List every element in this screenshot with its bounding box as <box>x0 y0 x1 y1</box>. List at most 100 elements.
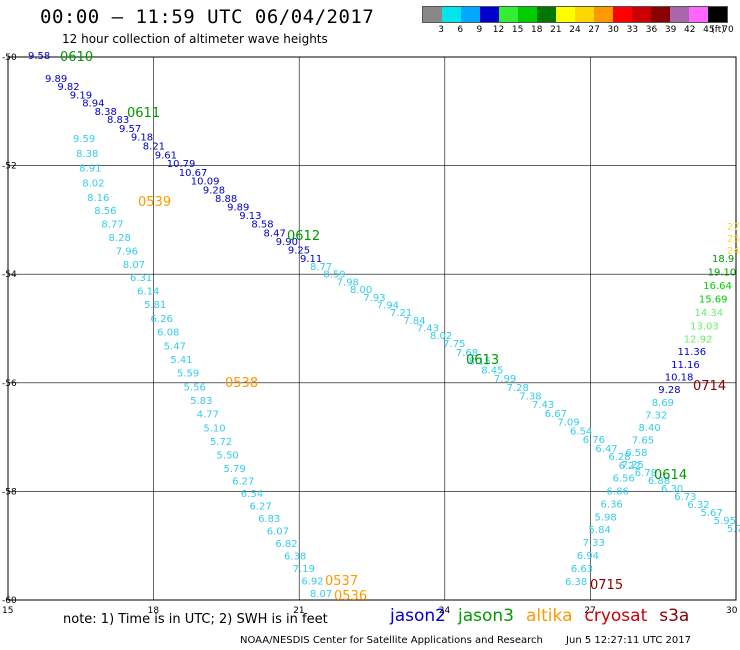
data-label-jason3: 6.54 <box>570 426 592 437</box>
x-tick-label: 18 <box>148 606 160 616</box>
time-annotation-0613: 0613 <box>466 353 499 368</box>
data-label-s3a: 6.56 <box>613 474 635 485</box>
y-tick-label: -54 <box>2 270 17 280</box>
data-label-altika: 5.81 <box>144 300 166 311</box>
data-label-s3a: 13.03 <box>690 322 719 333</box>
data-label-jason3: 7.75 <box>443 339 465 350</box>
color-scale-label: 70 <box>722 25 734 35</box>
y-tick-label: -52 <box>2 162 17 172</box>
data-label-s3a: 12.92 <box>684 334 713 345</box>
data-label-jason3: 7.09 <box>557 418 579 429</box>
y-tick-label: -50 <box>2 53 17 63</box>
data-label-jason3: 6.32 <box>687 500 709 511</box>
color-scale-label: 21 <box>550 25 562 35</box>
time-annotation-0537: 0537 <box>325 574 358 589</box>
color-swatch <box>442 7 461 22</box>
data-label-altika: 6.27 <box>232 477 254 488</box>
data-label-s3a: 8.69 <box>652 398 674 409</box>
data-label-jason2: 10.67 <box>179 168 208 179</box>
data-label-altika: 8.38 <box>76 149 98 160</box>
data-label-jason2: 8.47 <box>264 228 286 239</box>
data-label-s3a: 8.40 <box>638 423 660 434</box>
color-scale-label: 12 <box>492 25 505 35</box>
data-label-jason2: 9.28 <box>203 185 225 196</box>
x-tick-label: 27 <box>584 606 595 616</box>
color-scale-label: 27 <box>588 25 600 35</box>
x-tick-label: 24 <box>439 606 451 616</box>
data-label-altika: 5.41 <box>170 355 192 366</box>
data-label-altika: 8.16 <box>87 193 109 204</box>
data-label-altika: 6.07 <box>267 527 289 538</box>
data-label-s3a-high: 27.1 <box>727 222 740 233</box>
data-label-s3a: 5.84 <box>589 525 611 536</box>
data-label-s3a-high: 24.3 <box>727 246 740 257</box>
data-label-jason2: 10.09 <box>191 177 220 188</box>
color-swatch <box>537 7 556 22</box>
data-label-altika: 6.31 <box>130 273 152 284</box>
data-label-s3a: 7.65 <box>632 436 654 447</box>
satellite-legend-jason3: jason3 <box>458 606 514 626</box>
data-label-altika: 8.91 <box>79 164 101 175</box>
data-label-jason3: 6.78 <box>635 468 657 479</box>
data-label-jason3: 6.88 <box>648 476 670 487</box>
color-swatch <box>651 7 670 22</box>
footer-org: NOAA/NESDIS Center for Satellite Applica… <box>240 635 543 646</box>
data-label-jason3: 5.95 <box>714 516 736 527</box>
data-label-altika: 5.79 <box>223 464 245 475</box>
time-annotation-0714: 0714 <box>693 379 726 394</box>
time-annotation-0536: 0536 <box>334 589 367 604</box>
color-scale-swatches <box>422 6 728 23</box>
data-label-jason3: 6.30 <box>661 484 683 495</box>
data-label-jason3: 7.84 <box>403 316 425 327</box>
data-label-jason2: 9.90 <box>276 237 298 248</box>
data-label-s3a: 10.18 <box>665 373 694 384</box>
color-swatch <box>632 7 651 22</box>
time-annotation-0538: 0538 <box>225 376 258 391</box>
color-scale-label: 42 <box>684 25 696 35</box>
data-label-s3a: 18.9 <box>712 254 734 265</box>
data-label-jason2: 9.11 <box>300 254 322 265</box>
data-label-altika: 6.83 <box>258 514 280 525</box>
data-label-s3a: 19.10 <box>708 268 737 279</box>
color-swatch <box>480 7 499 22</box>
satellite-legend-jason2: jason2 <box>390 606 446 626</box>
data-label-altika: 5.50 <box>217 451 239 462</box>
data-label-jason3: 5.79 <box>727 524 740 535</box>
data-label-altika: 8.07 <box>123 260 145 271</box>
data-label-s3a: 6.36 <box>601 499 623 510</box>
y-tick-label: -60 <box>2 596 17 606</box>
color-swatch <box>423 7 442 22</box>
data-label-jason3: 5.67 <box>701 508 723 519</box>
data-label-altika: 8.28 <box>109 233 131 244</box>
x-tick-label: 15 <box>2 606 13 616</box>
data-label-jason3: 6.67 <box>545 409 567 420</box>
data-label-altika: 8.56 <box>94 206 116 217</box>
data-label-altika: 9.59 <box>73 134 95 145</box>
chart-subtitle: 12 hour collection of altimeter wave hei… <box>62 32 328 46</box>
x-tick-label: 30 <box>726 606 738 616</box>
data-label-jason3: 7.93 <box>363 293 385 304</box>
data-label-jason3: 8.77 <box>310 262 332 273</box>
data-label-s3a: 6.22 <box>619 461 641 472</box>
color-swatch <box>708 7 727 22</box>
x-tick-label: 21 <box>293 606 304 616</box>
color-scale-label: 15 <box>511 25 524 35</box>
data-label-altika: 8.02 <box>82 179 104 190</box>
data-label-altika: 7.96 <box>116 246 138 257</box>
data-label-jason3: 7.98 <box>337 277 359 288</box>
color-scale-label: 6 <box>457 25 464 35</box>
data-label-s3a: 6.94 <box>577 551 599 562</box>
satellite-legend-cryosat: cryosat <box>584 606 648 626</box>
color-scale-label: 33 <box>626 25 639 35</box>
data-label-altika: 5.56 <box>184 382 206 393</box>
data-label-s3a: 11.36 <box>677 347 706 358</box>
chart-title: 00:00 – 11:59 UTC 06/04/2017 <box>40 6 375 28</box>
color-swatch <box>518 7 537 22</box>
data-label-altika: 5.72 <box>210 437 232 448</box>
plot-frame <box>7 56 737 601</box>
data-label-jason2: 9.57 <box>119 124 141 135</box>
data-label-altika: 6.08 <box>157 328 179 339</box>
data-label-jason2: 10.79 <box>167 159 196 170</box>
data-label-jason3: 7.94 <box>377 300 399 311</box>
data-label-jason3: 6.73 <box>674 492 696 503</box>
